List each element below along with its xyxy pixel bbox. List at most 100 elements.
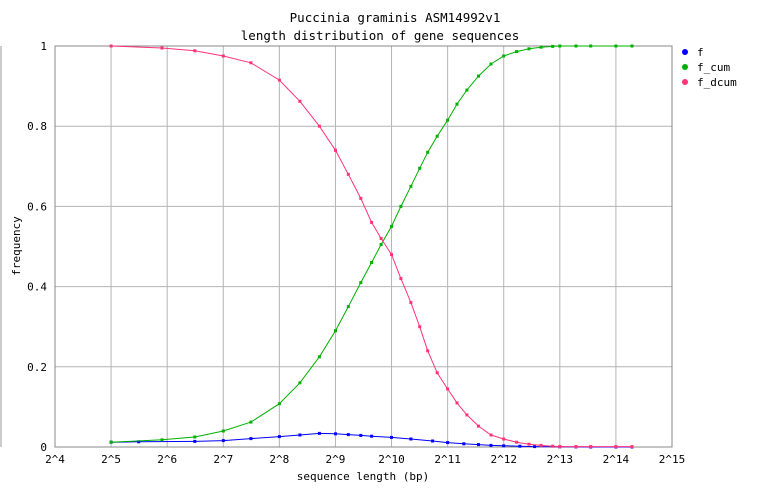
y-axis-label: frequency [10, 216, 23, 276]
data-point-f-dcum [334, 148, 337, 152]
data-point-f-dcum [221, 54, 225, 58]
chart-title-line-2: length distribution of gene sequences [241, 28, 519, 43]
data-point-f-cum [527, 47, 531, 51]
legend-marker-f-cum [682, 64, 688, 70]
data-point-f [249, 437, 253, 441]
data-point-f-cum [334, 329, 337, 333]
chart-title-line-1: Puccinia graminis ASM14992v1 [290, 10, 501, 25]
legend-marker-f-dcum [682, 79, 688, 85]
data-point-f [477, 443, 480, 447]
legend-label-f: f [697, 46, 704, 59]
data-point-f [462, 442, 466, 446]
data-point-f [533, 445, 537, 449]
data-point-f-cum [502, 54, 506, 58]
data-point-f-cum [539, 45, 543, 49]
data-point-f-cum [249, 420, 253, 424]
x-tick-labels: 2^4 2^5 2^6 2^7 2^8 2^9 2^10 2^11 2^12 2^13 2^14 2^… [45, 453, 685, 466]
data-point-f-dcum [435, 371, 439, 375]
y-tick-label: 0.2 [27, 361, 47, 374]
y-tick-label: 0.4 [27, 281, 47, 294]
data-point-f-cum [379, 243, 383, 246]
data-point-f-dcum [390, 253, 393, 256]
series-group [109, 44, 634, 449]
x-tick-label: 2^7 [213, 453, 233, 466]
y-tick-label: 0.8 [27, 120, 47, 133]
data-point-f-dcum [359, 196, 363, 200]
series-line-f-dcum [111, 45, 632, 448]
data-point-f-cum [630, 44, 634, 48]
data-point-f-cum [399, 204, 403, 208]
data-point-f-dcum [379, 237, 383, 240]
data-point-f-dcum [317, 124, 321, 128]
data-point-f-cum [160, 438, 164, 442]
data-point-f-cum [221, 429, 225, 433]
y-tick-label: 0.6 [27, 200, 47, 213]
data-point-f [334, 432, 337, 436]
data-point-f-cum [489, 62, 493, 66]
data-point-f-cum [317, 355, 321, 359]
data-point-f-cum [435, 134, 439, 138]
data-point-f [317, 431, 321, 435]
data-point-f-cum [359, 281, 363, 285]
data-point-f [409, 437, 413, 441]
x-tick-label: 2^11 [434, 453, 461, 466]
data-point-f [502, 444, 506, 448]
x-tick-label: 2^12 [490, 453, 517, 466]
data-point-f [518, 444, 522, 448]
legend-label-f-cum: f_cum [697, 61, 730, 74]
data-point-f [221, 439, 225, 443]
data-point-f-cum [589, 44, 593, 48]
data-point-f-cum [558, 44, 562, 48]
data-point-f-cum [409, 184, 413, 188]
data-point-f-cum [574, 44, 578, 48]
data-point-f-cum [390, 224, 393, 228]
data-point-f-cum [477, 74, 480, 78]
data-point-f-dcum [455, 401, 459, 405]
x-tick-label: 2^8 [269, 453, 289, 466]
x-tick-label: 2^13 [547, 453, 574, 466]
data-point-f-dcum [160, 46, 164, 50]
data-point-f [390, 435, 393, 439]
data-point-f-cum [418, 166, 422, 170]
data-point-f-cum [455, 102, 459, 106]
x-tick-label: 2^4 [45, 453, 65, 466]
data-point-f-dcum [370, 220, 374, 224]
data-point-f-cum [426, 150, 430, 154]
data-point-f [193, 439, 197, 443]
data-point-f-cum [346, 305, 350, 309]
x-tick-label: 2^6 [157, 453, 177, 466]
plot-area-frame [54, 45, 673, 448]
data-point-f-dcum [298, 99, 302, 103]
data-point-f-dcum [539, 443, 543, 447]
x-tick-label: 2^10 [378, 453, 405, 466]
data-point-f [137, 440, 141, 444]
data-point-f-cum [193, 435, 197, 439]
data-point-f-dcum [527, 442, 531, 446]
series-line-f-cum [111, 45, 632, 443]
data-point-f [359, 433, 363, 437]
data-point-f-dcum [489, 433, 493, 437]
data-point-f-dcum [574, 445, 578, 449]
data-point-f-cum [277, 402, 281, 406]
data-point-f-cum [298, 381, 302, 385]
data-point-f-dcum [630, 445, 634, 449]
y-tick-labels: 0 0.2 0.4 0.6 0.8 1 [27, 40, 47, 454]
data-point-f-dcum [426, 349, 430, 353]
x-axis-label: sequence length (bp) [297, 470, 429, 483]
data-point-f-dcum [346, 172, 350, 176]
data-point-f-dcum [399, 277, 403, 281]
data-point-f [277, 435, 281, 439]
data-point-f-dcum [109, 44, 113, 48]
data-point-f [370, 434, 374, 438]
x-tick-label: 2^15 [659, 453, 686, 466]
y-tick-label: 0 [40, 441, 47, 454]
data-point-f-cum [551, 44, 555, 48]
data-point-f-dcum [589, 445, 593, 449]
legend-marker-f [682, 49, 688, 55]
data-point-f-dcum [477, 424, 480, 428]
data-point-f-dcum [515, 440, 519, 444]
data-point-f-dcum [465, 413, 469, 417]
data-point-f-cum [465, 88, 469, 92]
